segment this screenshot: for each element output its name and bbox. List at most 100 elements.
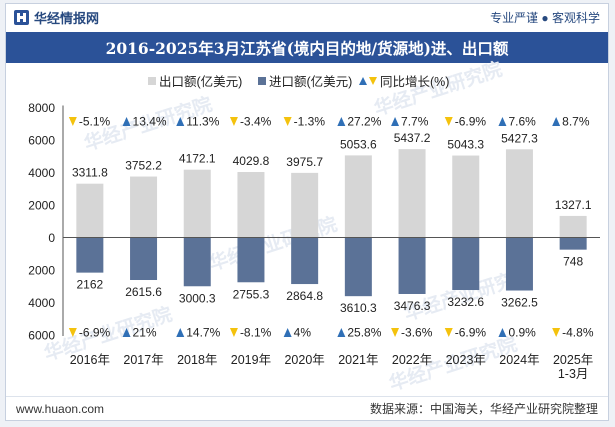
bar-import-label: 748 bbox=[563, 255, 583, 269]
y-tick-label: 4000 bbox=[28, 296, 55, 310]
import-growth-label: -8.1% bbox=[240, 326, 272, 340]
bar-export-label: 5427.3 bbox=[501, 131, 538, 145]
import-growth-down-icon bbox=[229, 328, 238, 337]
y-tick-label: 0 bbox=[48, 231, 55, 245]
x-tick-label: 2020年 bbox=[284, 353, 324, 367]
footer-website[interactable]: www.huaon.com bbox=[16, 401, 105, 416]
export-growth-up-icon bbox=[498, 117, 507, 126]
export-growth-up-icon bbox=[176, 117, 185, 126]
bar-import bbox=[452, 237, 480, 291]
chart-title: 2016-2025年3月江苏省(境内目的地/货源地)进、出口额 bbox=[105, 38, 509, 58]
bar-import bbox=[344, 237, 372, 297]
export-growth-label: -6.9% bbox=[455, 115, 487, 129]
import-growth-down-icon bbox=[391, 328, 400, 337]
bar-import bbox=[76, 237, 104, 273]
bar-import bbox=[559, 237, 587, 250]
export-growth-label: -3.4% bbox=[240, 115, 272, 129]
bar-import-label: 2162 bbox=[76, 278, 103, 292]
bar-import bbox=[291, 237, 319, 285]
footer: www.huaon.com 数据来源：中国海关，华经产业研究院整理 bbox=[6, 396, 608, 420]
x-tick-label: 2019年 bbox=[231, 353, 271, 367]
bar-import bbox=[398, 237, 426, 294]
import-growth-up-icon bbox=[122, 328, 131, 337]
export-growth-label: 13.4% bbox=[133, 115, 167, 129]
import-growth-label: 25.8% bbox=[347, 326, 381, 340]
bar-export-label: 5043.3 bbox=[447, 138, 484, 152]
title-bar: 2016-2025年3月江苏省(境内目的地/货源地)进、出口额 bbox=[6, 32, 608, 63]
export-growth-label: 8.7% bbox=[562, 115, 590, 129]
export-growth-label: 7.7% bbox=[401, 115, 429, 129]
legend-export-label: 出口额(亿美元) bbox=[159, 74, 242, 89]
y-tick-label: 2000 bbox=[28, 199, 55, 213]
export-growth-up-icon bbox=[122, 117, 131, 126]
export-growth-up-icon bbox=[337, 117, 346, 126]
import-growth-up-icon bbox=[176, 328, 185, 337]
export-growth-label: -1.3% bbox=[294, 115, 326, 129]
legend-import-label: 进口额(亿美元) bbox=[269, 74, 352, 89]
bar-export-label: 1327.1 bbox=[555, 198, 592, 212]
x-tick-label: 2023年 bbox=[446, 353, 486, 367]
import-growth-label: 14.7% bbox=[186, 326, 220, 340]
legend-growth-label: 同比增长(%) bbox=[380, 74, 449, 89]
export-growth-label: -5.1% bbox=[79, 115, 111, 129]
import-growth-down-icon bbox=[552, 328, 561, 337]
bar-import-label: 3262.5 bbox=[501, 296, 538, 310]
import-growth-up-icon bbox=[337, 328, 346, 337]
import-growth-up-icon bbox=[498, 328, 507, 337]
brand-logo-icon bbox=[14, 9, 29, 25]
bar-export bbox=[559, 215, 587, 238]
watermark-text: 华经产业研究院 bbox=[206, 212, 340, 275]
bar-import-label: 2864.8 bbox=[286, 289, 323, 303]
export-growth-down-icon bbox=[444, 117, 453, 126]
x-tick-label: 2016年 bbox=[70, 353, 110, 367]
import-growth-label: 21% bbox=[133, 326, 157, 340]
export-growth-up-icon bbox=[552, 117, 561, 126]
bar-export bbox=[237, 172, 265, 238]
bar-import-label: 3610.3 bbox=[340, 301, 377, 315]
x-tick-label: 1-3月 bbox=[558, 367, 589, 381]
x-tick-label: 2021年 bbox=[338, 353, 378, 367]
brand: 华经情报网 bbox=[14, 8, 99, 27]
y-tick-label: 4000 bbox=[28, 166, 55, 180]
import-growth-label: 4% bbox=[294, 326, 312, 340]
x-tick-label: 2017年 bbox=[123, 353, 163, 367]
bar-import-label: 3000.3 bbox=[179, 291, 216, 305]
footer-source: 数据来源：中国海关，华经产业研究院整理 bbox=[369, 402, 598, 416]
x-tick-label: 2018年 bbox=[177, 353, 217, 367]
x-tick-label: 2025年 bbox=[553, 353, 593, 367]
y-tick-label: 6000 bbox=[28, 134, 55, 148]
bar-import bbox=[505, 237, 533, 291]
bar-export bbox=[398, 149, 426, 238]
export-growth-label: 11.3% bbox=[186, 115, 219, 129]
import-growth-down-icon bbox=[444, 328, 453, 337]
x-tick-label: 2022年 bbox=[392, 353, 432, 367]
bar-export bbox=[291, 172, 319, 238]
bar-import bbox=[183, 237, 211, 287]
bar-export bbox=[76, 183, 104, 238]
bar-import bbox=[130, 237, 158, 281]
import-growth-down-icon bbox=[68, 328, 77, 337]
bar-export-label: 3975.7 bbox=[286, 155, 323, 169]
bar-export-label: 4172.1 bbox=[179, 152, 216, 166]
x-tick-label: 2024年 bbox=[499, 353, 539, 367]
import-growth-up-icon bbox=[283, 328, 292, 337]
y-tick-label: 2000 bbox=[28, 264, 55, 278]
import-growth-label: -4.8% bbox=[562, 326, 594, 340]
bar-export bbox=[130, 176, 158, 238]
import-growth-label: -6.9% bbox=[79, 326, 111, 340]
y-tick-label: 6000 bbox=[28, 329, 55, 343]
export-growth-down-icon bbox=[229, 117, 238, 126]
legend-up-icon bbox=[359, 77, 367, 85]
top-bar: 华经情报网 专业严谨 ● 客观科学 bbox=[6, 4, 608, 30]
export-growth-up-icon bbox=[391, 117, 400, 126]
bar-export bbox=[505, 149, 533, 238]
legend-export-swatch bbox=[148, 77, 156, 85]
import-growth-label: -6.9% bbox=[455, 326, 487, 340]
bar-export bbox=[183, 169, 211, 238]
export-growth-down-icon bbox=[68, 117, 77, 126]
import-growth-label: 0.9% bbox=[508, 326, 536, 340]
bar-export-label: 5053.6 bbox=[340, 137, 377, 151]
bar-export-label: 3311.8 bbox=[72, 166, 108, 180]
bar-export-label: 3752.2 bbox=[125, 159, 162, 173]
legend-import-swatch bbox=[258, 77, 266, 85]
